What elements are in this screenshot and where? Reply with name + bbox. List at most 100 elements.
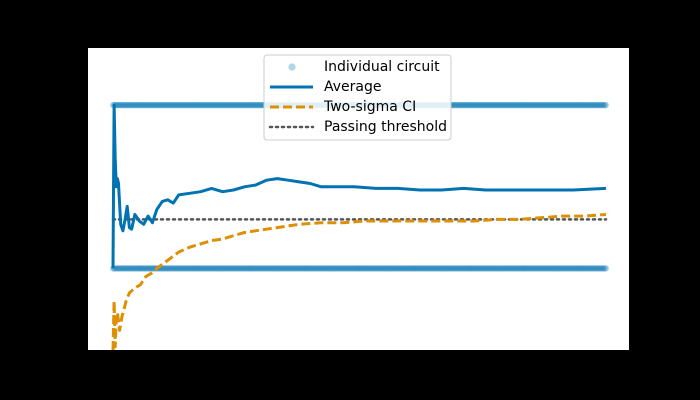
individual-circuit-point: [232, 265, 240, 272]
individual-circuit-point: [177, 101, 185, 109]
individual-circuit-point: [325, 265, 332, 272]
individual-circuit-point: [574, 265, 581, 272]
individual-circuit-point: [142, 101, 150, 109]
individual-circuit-point: [509, 265, 516, 272]
individual-circuit-point: [163, 101, 170, 109]
individual-circuit-point: [469, 101, 477, 109]
individual-circuit-point: [427, 265, 434, 272]
individual-circuit-point: [528, 101, 535, 109]
individual-circuit-point: [462, 265, 469, 272]
individual-circuit-point: [260, 265, 267, 272]
individual-circuit-point: [132, 101, 140, 109]
individual-circuit-point: [601, 101, 609, 109]
individual-circuit-point: [464, 101, 471, 109]
individual-circuit-point: [321, 265, 329, 272]
individual-circuit-point: [505, 101, 512, 109]
individual-circuit-point: [311, 265, 319, 272]
individual-circuit-point: [130, 101, 138, 109]
individual-circuit-point: [261, 265, 268, 272]
individual-circuit-point: [355, 265, 363, 272]
individual-circuit-point: [545, 265, 553, 272]
individual-circuit-point: [229, 265, 236, 272]
individual-circuit-point: [407, 265, 414, 272]
individual-circuit-point: [409, 265, 416, 272]
individual-circuit-point: [247, 101, 254, 109]
individual-circuit-point: [196, 265, 203, 272]
individual-circuit-point: [208, 265, 215, 272]
individual-circuit-point: [139, 101, 146, 109]
individual-circuit-point: [114, 101, 121, 109]
individual-circuit-point: [183, 265, 190, 272]
individual-circuit-point: [336, 265, 343, 272]
individual-circuit-point: [371, 265, 378, 272]
individual-circuit-point: [597, 101, 604, 109]
individual-circuit-point: [482, 101, 489, 109]
individual-circuit-point: [194, 265, 201, 272]
individual-circuit-point: [211, 101, 219, 109]
individual-circuit-point: [225, 265, 232, 272]
individual-circuit-point: [552, 265, 559, 272]
individual-circuit-point: [516, 265, 523, 272]
individual-circuit-point: [224, 265, 231, 272]
individual-circuit-point: [553, 265, 560, 272]
individual-circuit-point: [168, 101, 175, 109]
individual-circuit-point: [236, 265, 243, 272]
individual-circuit-point: [150, 101, 157, 109]
individual-circuit-point: [444, 265, 452, 272]
individual-circuit-point: [373, 265, 380, 272]
individual-circuit-point: [349, 265, 356, 272]
individual-circuit-point: [179, 101, 186, 109]
individual-circuit-point: [281, 265, 288, 272]
individual-circuit-point: [272, 265, 279, 272]
individual-circuit-point: [141, 265, 148, 272]
individual-circuit-point: [397, 265, 404, 272]
individual-circuit-point: [515, 265, 522, 272]
individual-circuit-point: [117, 265, 124, 272]
individual-circuit-point: [564, 101, 571, 109]
individual-circuit-point: [240, 265, 247, 272]
individual-circuit-point: [157, 101, 164, 109]
individual-circuit-point: [495, 265, 502, 272]
legend-label-threshold: Passing threshold: [324, 119, 447, 135]
individual-circuit-point: [479, 101, 487, 109]
individual-circuit-point: [404, 265, 411, 272]
individual-circuit-point: [460, 101, 467, 109]
individual-circuit-point: [182, 101, 189, 109]
individual-circuit-point: [172, 101, 179, 109]
individual-circuit-point: [392, 265, 399, 272]
individual-circuit-point: [213, 101, 220, 109]
individual-circuit-point: [568, 265, 576, 272]
individual-circuit-point: [241, 265, 248, 272]
individual-circuit-point: [483, 101, 490, 109]
individual-circuit-point: [476, 265, 483, 272]
individual-circuit-point: [116, 101, 123, 109]
individual-circuit-point: [498, 265, 505, 272]
individual-circuit-point: [424, 265, 432, 272]
individual-circuit-point: [381, 265, 388, 272]
individual-circuit-point: [471, 101, 478, 109]
individual-circuit-point: [169, 265, 176, 272]
individual-circuit-point: [275, 265, 282, 272]
individual-circuit-point: [328, 265, 335, 272]
individual-circuit-point: [117, 101, 124, 109]
individual-circuit-point: [292, 265, 299, 272]
individual-circuit-point: [578, 101, 585, 109]
individual-circuit-point: [354, 265, 362, 272]
individual-circuit-point: [563, 101, 570, 109]
individual-circuit-point: [490, 265, 498, 272]
individual-circuit-point: [565, 265, 572, 272]
individual-circuit-point: [493, 265, 500, 272]
individual-circuit-point: [256, 101, 264, 109]
individual-circuit-point: [508, 101, 515, 109]
individual-circuit-point: [199, 101, 207, 109]
individual-circuit-point: [350, 265, 357, 272]
individual-circuit-point: [529, 265, 536, 272]
individual-circuit-point: [484, 101, 491, 109]
individual-circuit-point: [440, 265, 447, 272]
individual-circuit-point: [445, 265, 453, 272]
individual-circuit-point: [565, 101, 572, 109]
individual-circuit-point: [429, 265, 436, 272]
individual-circuit-point: [555, 265, 562, 272]
individual-circuit-point: [351, 265, 358, 272]
individual-circuit-point: [120, 265, 128, 272]
